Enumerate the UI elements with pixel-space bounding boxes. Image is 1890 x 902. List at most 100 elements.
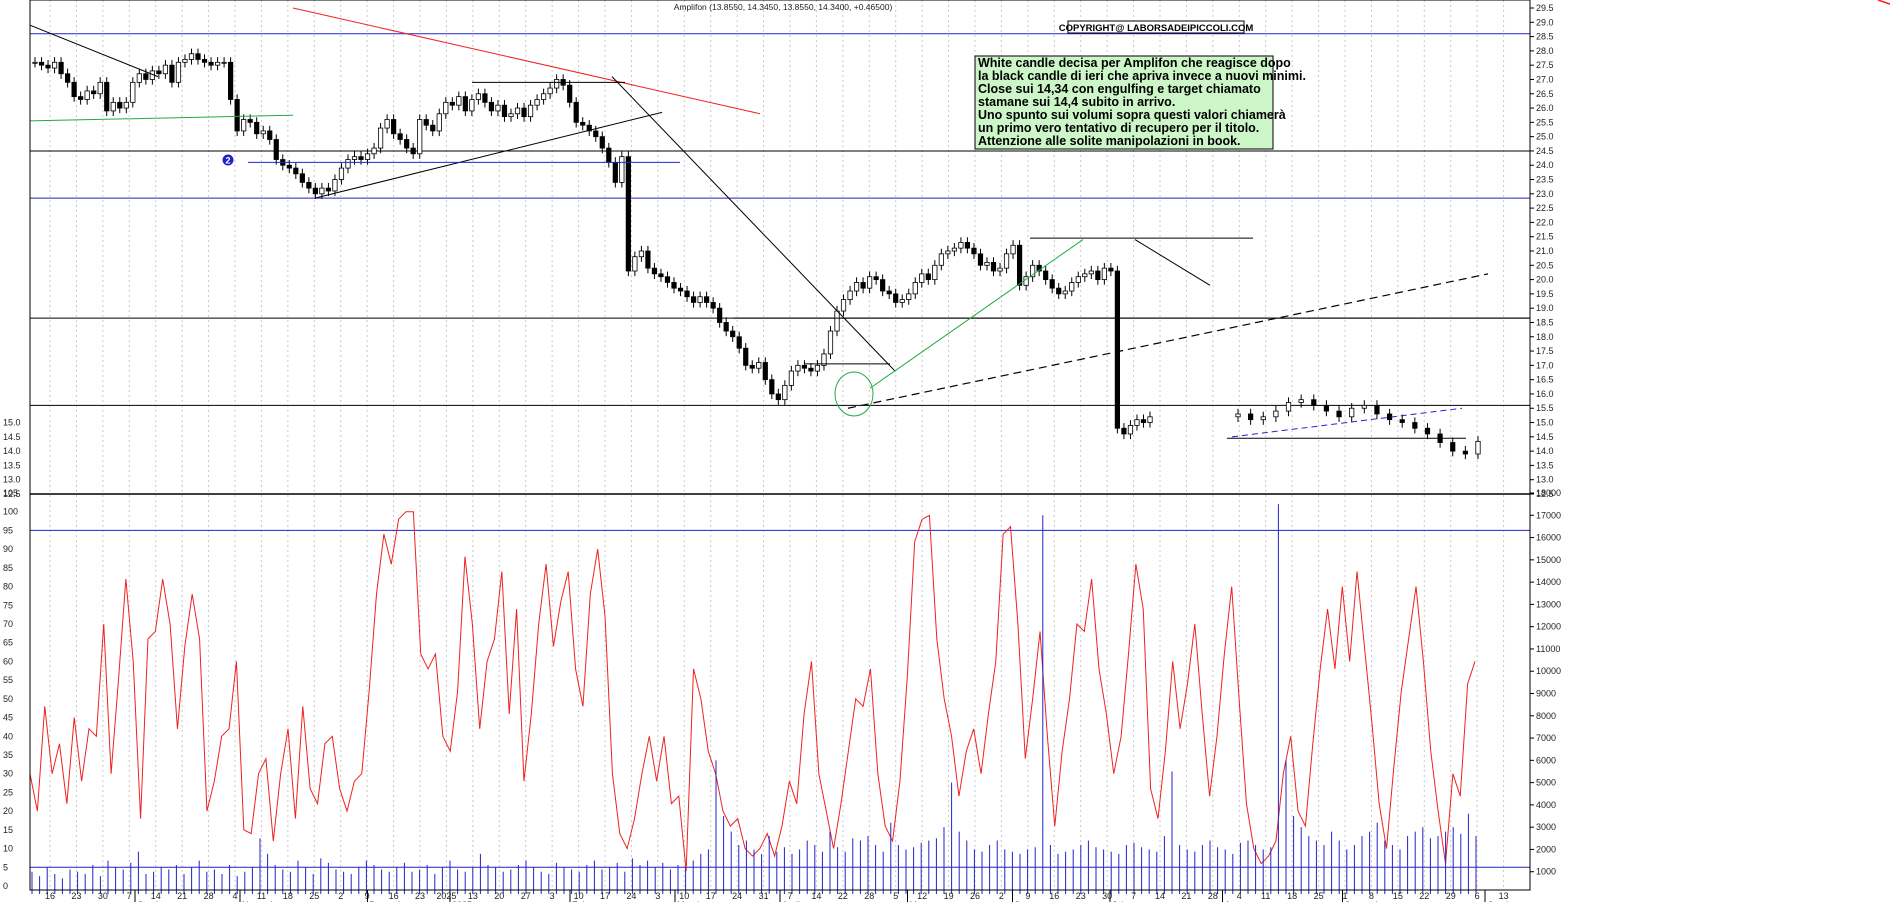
x-tick-label: 8 (1369, 891, 1374, 901)
candle (801, 364, 808, 369)
osc-tick-label: 85 (3, 563, 13, 573)
x-tick-label: 2025 (436, 891, 456, 901)
x-tick-label: 16 (1049, 891, 1059, 901)
y-tick-label: 26.5 (1536, 89, 1554, 99)
candle (1134, 419, 1140, 426)
candle (919, 273, 925, 283)
osc-tick-label: 95 (3, 525, 13, 535)
x-tick-label: 2 (338, 891, 343, 901)
candle (710, 302, 716, 309)
candle (984, 262, 990, 266)
y-tick-label: 16.5 (1536, 375, 1554, 385)
x-tick-label: 25 (1314, 891, 1324, 901)
x-tick-label: 5 (893, 891, 898, 901)
annotation-line-6: un primo vero tentativo di recupero per … (978, 121, 1259, 135)
x-month-label: 2025 (452, 900, 472, 902)
candle (651, 267, 658, 275)
x-tick-label: 4 (232, 891, 237, 901)
candle (488, 101, 495, 112)
candle (821, 353, 827, 366)
candle (1285, 402, 1292, 412)
osc-tick-label: 80 (3, 582, 13, 592)
candle (436, 113, 442, 132)
osc-tick-label: 20 (3, 806, 13, 816)
candle (1030, 264, 1036, 278)
candle (1108, 267, 1114, 272)
x-month-label: November (242, 900, 284, 902)
x-tick-label: 23 (1076, 891, 1086, 901)
x-tick-label: 10 (574, 891, 584, 901)
candle (997, 267, 1003, 272)
candle (1003, 253, 1010, 269)
candle (1010, 244, 1016, 255)
y-tick-label: 28.5 (1536, 32, 1554, 42)
y-tick-label-left: 12.5 (3, 489, 21, 499)
x-tick-label: 30 (1102, 891, 1112, 901)
candle (1412, 422, 1418, 429)
osc-tick-label: 35 (3, 750, 13, 760)
x-tick-label: 9 (1025, 891, 1030, 901)
indicator-frame (29, 493, 1531, 891)
chart-grid (49, 0, 1505, 890)
candle (723, 322, 729, 332)
candle (717, 307, 723, 323)
uptrend-line (314, 111, 663, 199)
x-tick-label: 22 (1419, 891, 1429, 901)
y-tick-label: 14.5 (1536, 432, 1554, 442)
candle (925, 273, 931, 280)
red-resistance-line (292, 7, 761, 115)
x-tick-label: 29 (1446, 891, 1456, 901)
candle (1043, 270, 1049, 280)
candle (1260, 416, 1266, 421)
copyright-text: COPYRIGHT@ LABORSADEIPICCOLI.COM (1059, 23, 1254, 34)
candle (130, 81, 136, 103)
copyright-box: COPYRIGHT@ LABORSADEIPICCOLI.COM (1059, 20, 1254, 34)
candle (834, 310, 840, 332)
candle (71, 81, 77, 98)
candle (971, 247, 977, 255)
candle (273, 139, 279, 160)
red-corner-mark (1877, 0, 1890, 5)
x-month-label: March (677, 900, 702, 902)
candle (345, 159, 351, 169)
x-tick-label: 18 (1287, 891, 1297, 901)
y-tick-label: 21.5 (1536, 232, 1554, 242)
green-channel-line (869, 239, 1084, 389)
candle (586, 124, 592, 132)
y-tick-label: 22.0 (1536, 217, 1554, 227)
candle (267, 130, 273, 140)
y-tick-label: 28.0 (1536, 46, 1554, 56)
candle (1349, 407, 1355, 418)
osc-tick-label: 30 (3, 769, 13, 779)
candle (508, 113, 514, 118)
x-tick-label: 3 (550, 891, 555, 901)
candle (351, 156, 358, 160)
x-tick-label: 18 (283, 891, 293, 901)
candle (469, 99, 475, 112)
indicator-panel (29, 504, 1530, 894)
candle (606, 147, 612, 163)
candle (645, 250, 651, 269)
candle (632, 256, 638, 272)
candle (201, 59, 208, 63)
x-tick-label: 26 (970, 891, 980, 901)
candle (1095, 270, 1101, 280)
osc-tick-label: 70 (3, 619, 13, 629)
candle (1140, 419, 1147, 423)
candle (860, 282, 866, 289)
candle (97, 81, 103, 95)
candle (827, 330, 834, 355)
y-tick-label: 24.5 (1536, 146, 1554, 156)
candle (214, 61, 221, 66)
chart-axes: 1623307142128411182529162320251320273101… (3, 0, 1561, 902)
y-tick-label-left: 13.5 (3, 460, 21, 470)
candle (247, 119, 253, 123)
osc-tick-label: 60 (3, 656, 13, 666)
candle (397, 133, 403, 140)
candle (1273, 410, 1279, 418)
candle (814, 364, 821, 372)
candle (254, 121, 260, 135)
y-tick-label-left: 15.0 (3, 418, 21, 428)
x-tick-label: 10 (679, 891, 689, 901)
